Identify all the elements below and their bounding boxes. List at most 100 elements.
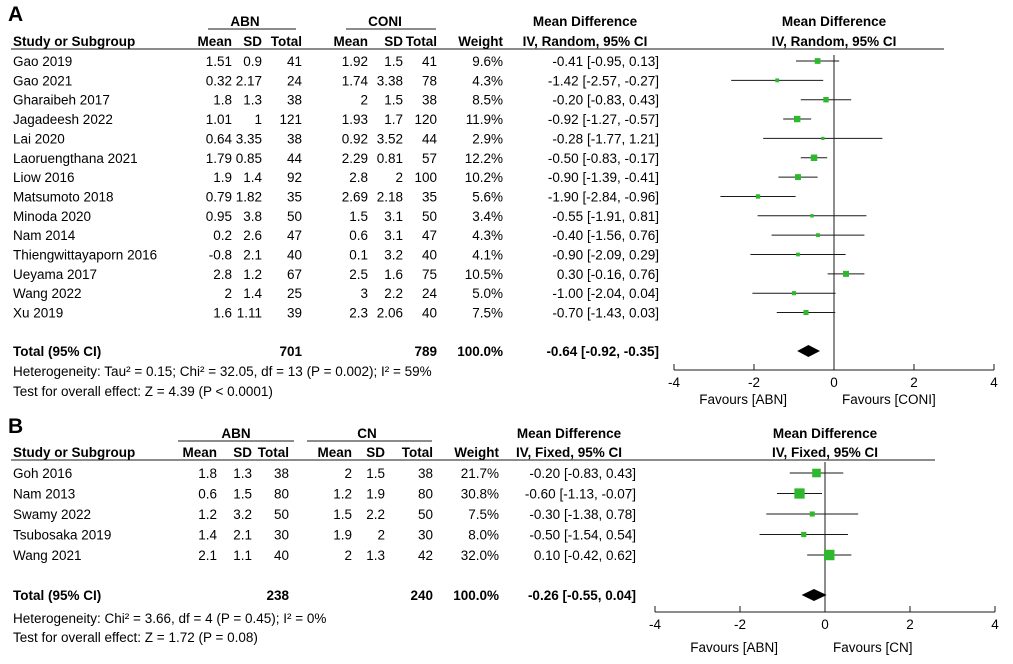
group2-total: 50 [418, 507, 433, 522]
group1-total: 121 [279, 112, 302, 127]
study-effect-ci: -0.55 [-1.91, 0.81] [552, 209, 659, 224]
mean-header: Mean [333, 34, 368, 49]
effect-point [775, 78, 780, 83]
group2-header: CONI [368, 14, 402, 29]
x-tick-label: -2 [734, 617, 746, 632]
group1-mean: 1.8 [213, 93, 232, 108]
group2-total: 44 [422, 131, 438, 146]
total-weight: 100.0% [457, 344, 503, 359]
group1-mean: 2.8 [213, 267, 232, 282]
group1-total: 38 [287, 131, 302, 146]
group2-mean: 3 [360, 286, 368, 301]
total-header: Total [406, 34, 437, 49]
table-row: Matsumoto 2018 0.79 1.82 35 2.69 2.18 35 5.6% -1… [13, 189, 796, 204]
group2-sd: 0.81 [377, 151, 403, 166]
group1-total-sum: 238 [266, 588, 289, 603]
overall-effect-text: Test for overall effect: Z = 4.39 (P < 0… [13, 384, 273, 399]
table-row: Nam 2014 0.2 2.6 47 0.6 3.1 47 4.3% -0.40 [-1.56… [13, 228, 865, 243]
study-weight: 5.6% [472, 189, 503, 204]
summary-diamond [797, 345, 820, 357]
group1-mean: 0.2 [213, 228, 232, 243]
group2-total: 40 [422, 306, 437, 321]
study-name: Nam 2014 [13, 228, 76, 243]
effect-point [843, 270, 849, 277]
study-name: Liow 2016 [13, 170, 75, 185]
study-effect-ci: 0.30 [-0.16, 0.76] [557, 267, 659, 282]
group1-sd: 2.1 [243, 248, 262, 263]
study-weight: 32.0% [461, 548, 499, 563]
group2-total: 30 [418, 528, 433, 543]
group2-sd: 2 [395, 170, 403, 185]
group2-sd: 1.5 [384, 93, 403, 108]
group2-sd: 1.5 [384, 54, 403, 69]
study-effect-ci: -0.92 [-1.27, -0.57] [548, 112, 659, 127]
effect-point [755, 194, 761, 199]
group1-mean: 0.64 [206, 131, 233, 146]
effect-point [812, 468, 821, 478]
group1-sd: 1.5 [233, 487, 252, 502]
group2-total: 100 [414, 170, 437, 185]
study-name: Ueyama 2017 [13, 267, 97, 282]
study-weight: 5.0% [472, 286, 503, 301]
mean-header: Mean [182, 445, 217, 460]
study-weight: 7.5% [472, 306, 503, 321]
x-tick-label: 4 [991, 617, 999, 632]
group2-sd: 2.18 [377, 189, 403, 204]
effect-point [814, 58, 821, 64]
study-weight: 4.1% [472, 248, 503, 263]
effect-point [801, 531, 807, 538]
heterogeneity-text: Heterogeneity: Tau² = 0.15; Chi² = 32.05… [13, 364, 432, 379]
group1-total: 67 [287, 267, 302, 282]
group2-mean: 0.92 [342, 131, 368, 146]
favours-right-label: Favours [CN] [833, 640, 913, 655]
group1-mean: 0.6 [198, 487, 217, 502]
group2-sd: 1.7 [384, 112, 403, 127]
effect-point [810, 214, 814, 218]
group2-mean: 2.69 [342, 189, 368, 204]
study-effect-ci: -1.90 [-2.84, -0.96] [548, 189, 659, 204]
study-weight: 10.5% [465, 267, 503, 282]
study-name: Nam 2013 [13, 487, 75, 502]
study-weight: 12.2% [465, 151, 503, 166]
group2-mean: 2 [360, 93, 368, 108]
group2-total: 120 [414, 112, 437, 127]
table-row: Goh 2016 1.8 1.3 38 2 1.5 38 21.7% -0.20 [-0.83,… [13, 466, 844, 481]
total-header: Total [271, 34, 302, 49]
table-row: Nam 2013 0.6 1.5 80 1.2 1.9 80 30.8% -0.60 [-1.1… [13, 487, 823, 502]
effect-title: Mean Difference [533, 14, 638, 29]
group1-mean: 1.8 [198, 466, 217, 481]
table-row: Xu 2019 1.6 1.11 39 2.3 2.06 40 7.5% -0.70 [-1.4… [13, 306, 836, 321]
group1-header: ABN [221, 426, 250, 441]
group2-mean: 1.2 [333, 487, 352, 502]
group2-total: 24 [422, 286, 438, 301]
group1-mean: 2 [224, 286, 232, 301]
sd-header: SD [243, 34, 262, 49]
group2-mean: 1.5 [349, 209, 368, 224]
plot-method: IV, Random, 95% CI [772, 34, 897, 49]
study-column-header: Study or Subgroup [13, 445, 135, 460]
study-weight: 7.5% [468, 507, 499, 522]
effect-point [791, 291, 797, 296]
study-effect-ci: -0.40 [-1.56, 0.76] [552, 228, 659, 243]
effect-point [823, 97, 829, 103]
x-tick-label: 2 [910, 375, 918, 390]
study-weight: 21.7% [461, 466, 499, 481]
study-weight: 2.9% [472, 131, 503, 146]
group1-total: 41 [287, 54, 302, 69]
group2-mean: 0.1 [349, 248, 368, 263]
group2-mean: 1.92 [342, 54, 368, 69]
study-weight: 11.9% [466, 112, 503, 127]
study-column-header: Study or Subgroup [13, 34, 135, 49]
group2-total: 40 [422, 248, 437, 263]
total-effect-ci: -0.64 [-0.92, -0.35] [546, 344, 659, 359]
study-weight: 9.6% [472, 54, 503, 69]
group2-sd: 1.6 [384, 267, 403, 282]
group2-mean: 1.5 [333, 507, 352, 522]
study-effect-ci: -0.50 [-0.83, -0.17] [548, 151, 659, 166]
study-name: Goh 2016 [13, 466, 72, 481]
group1-sd: 1.4 [243, 286, 262, 301]
group1-mean: 1.51 [206, 54, 232, 69]
effect-point [794, 488, 805, 499]
favours-left-label: Favours [ABN] [690, 640, 778, 655]
study-effect-ci: -0.28 [-1.77, 1.21] [552, 131, 659, 146]
